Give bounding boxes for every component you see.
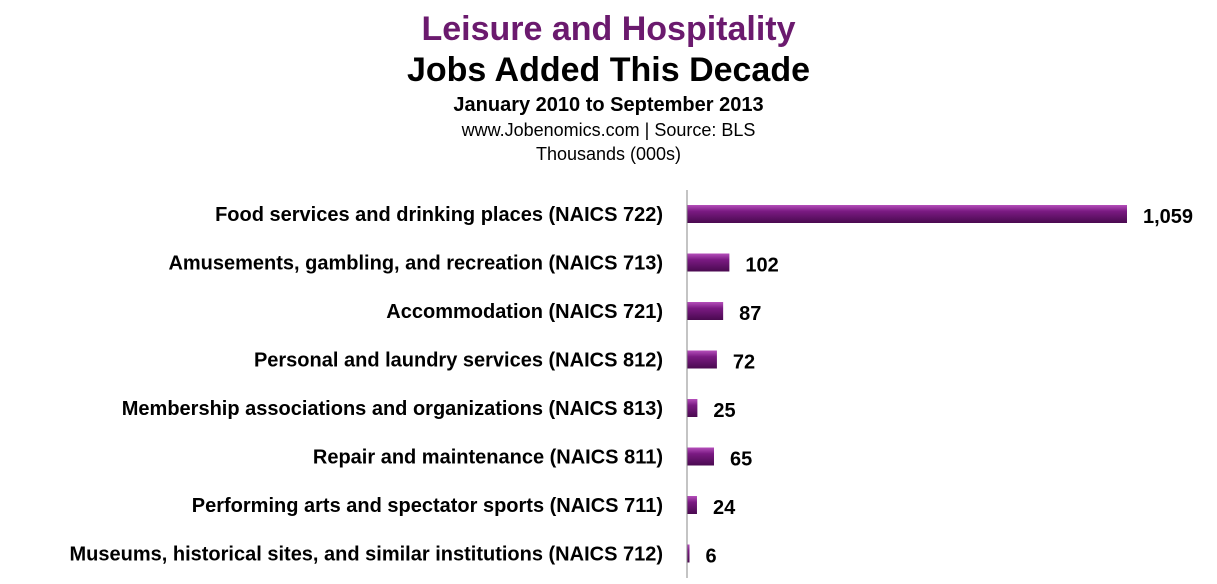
bar: [687, 205, 1127, 223]
data-label: 72: [733, 352, 755, 374]
data-label: 102: [745, 255, 778, 277]
data-label: 1,059: [1143, 206, 1193, 228]
data-label: 65: [730, 449, 752, 471]
data-label: 87: [739, 303, 761, 325]
bar: [687, 447, 715, 466]
chart-units: Thousands (000s): [535, 144, 682, 164]
data-label: 25: [713, 400, 735, 422]
category-label: Amusements, gambling, and recreation (NA…: [168, 253, 663, 275]
bar: [687, 544, 690, 563]
bar: [687, 399, 698, 417]
data-label: 24: [713, 497, 736, 519]
data-label: 6: [705, 546, 716, 568]
chart-title: Leisure and Hospitality: [421, 10, 796, 48]
category-label: Repair and maintenance (NAICS 811): [313, 447, 663, 469]
category-label: Membership associations and organization…: [122, 398, 663, 420]
category-label: Personal and laundry services (NAICS 812…: [254, 350, 663, 372]
chart-source: www.Jobenomics.com | Source: BLS: [461, 120, 756, 140]
bar: [687, 350, 717, 369]
chart-date-range: January 2010 to September 2013: [453, 94, 764, 116]
bar: [687, 253, 730, 272]
category-label: Accommodation (NAICS 721): [386, 301, 663, 323]
category-label: Museums, historical sites, and similar i…: [70, 544, 663, 566]
category-label: Food services and drinking places (NAICS…: [215, 204, 663, 226]
bar: [687, 302, 724, 320]
category-label: Performing arts and spectator sports (NA…: [192, 495, 663, 517]
chart-titles: Leisure and Hospitality Jobs Added This …: [0, 8, 1217, 166]
bar: [687, 496, 697, 514]
chart-subtitle: Jobs Added This Decade: [406, 51, 811, 89]
